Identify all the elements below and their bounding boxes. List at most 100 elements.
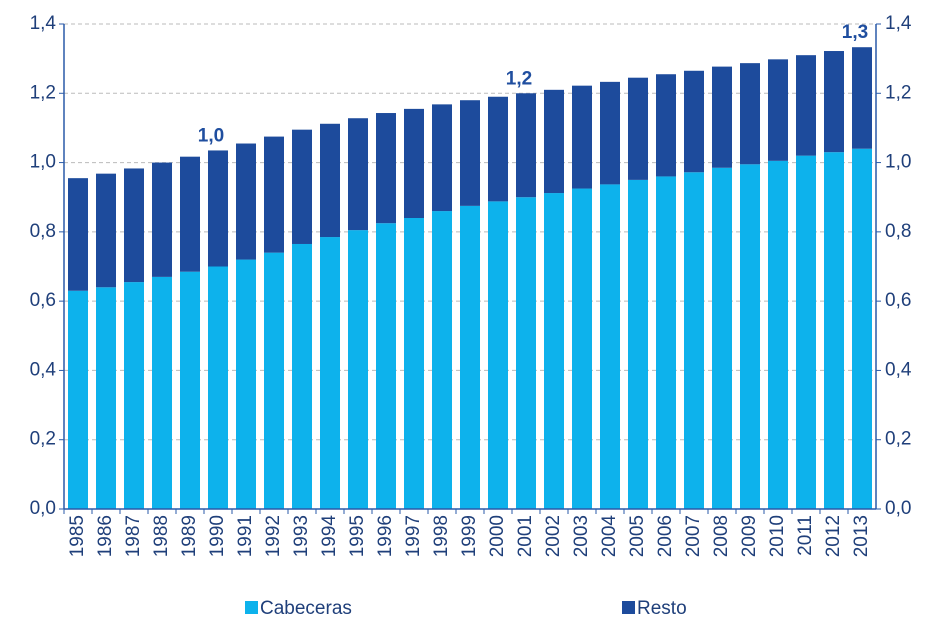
bar [628, 179, 648, 509]
y-tick-label: 0,6 [30, 290, 56, 311]
bar [292, 129, 312, 244]
x-tick-label: 1998 [431, 515, 452, 557]
x-tick-label: 2006 [655, 515, 676, 557]
bar [264, 136, 284, 253]
bar [824, 51, 844, 153]
bar [404, 108, 424, 218]
bar [572, 188, 592, 509]
bar [320, 123, 340, 238]
bar [376, 223, 396, 510]
x-tick-label: 1986 [95, 515, 116, 557]
bar [96, 287, 116, 509]
bar [684, 70, 704, 173]
annotation: 1,2 [506, 68, 532, 89]
x-tick-label: 2010 [767, 515, 788, 557]
x-tick-label: 2004 [599, 515, 620, 558]
x-tick-label: 2007 [683, 515, 704, 557]
x-tick-label: 1999 [459, 515, 480, 557]
y2-tick-label: 0,6 [885, 290, 911, 311]
x-tick-label: 2000 [487, 515, 508, 557]
legend-swatch [622, 601, 635, 614]
bar [348, 118, 368, 231]
y-tick-label: 0,8 [30, 221, 56, 242]
bar [152, 276, 172, 509]
x-tick-label: 2009 [739, 515, 760, 557]
y2-tick-label: 0,0 [885, 498, 911, 519]
bar [68, 290, 88, 509]
x-tick-label: 2008 [711, 515, 732, 557]
legend-swatch [245, 601, 258, 614]
bar [460, 205, 480, 509]
bar [124, 282, 144, 509]
bar [180, 271, 200, 509]
bar [712, 167, 732, 509]
bar [796, 55, 816, 156]
bar [768, 160, 788, 509]
bar [852, 47, 872, 149]
bar [684, 172, 704, 509]
bar [180, 156, 200, 272]
x-tick-label: 1989 [179, 515, 200, 557]
legend-label: Resto [637, 598, 687, 617]
bar [432, 104, 452, 212]
bar [852, 148, 872, 509]
bar [544, 89, 564, 194]
x-tick-label: 1997 [403, 515, 424, 557]
x-tick-label: 1996 [375, 515, 396, 557]
bar [432, 211, 452, 510]
y2-tick-label: 1,0 [885, 152, 911, 173]
y-tick-label: 1,4 [30, 13, 57, 34]
bar [740, 63, 760, 165]
bar [740, 164, 760, 509]
y-tick-label: 0,2 [30, 429, 56, 450]
bar [600, 184, 620, 509]
bar [656, 176, 676, 509]
annotation: 1,0 [198, 125, 224, 146]
x-tick-label: 1988 [151, 515, 172, 557]
bar [544, 193, 564, 510]
x-tick-label: 1994 [319, 515, 340, 558]
x-tick-label: 2013 [851, 515, 872, 557]
annotation: 1,3 [842, 22, 868, 43]
bar [712, 66, 732, 168]
bar [460, 100, 480, 206]
bar [796, 155, 816, 509]
x-tick-label: 2011 [795, 515, 816, 556]
x-tick-label: 1995 [347, 515, 368, 557]
x-tick-label: 2005 [627, 515, 648, 557]
x-tick-label: 1987 [123, 515, 144, 557]
bar [628, 77, 648, 180]
bar [600, 81, 620, 185]
bar [516, 197, 536, 509]
x-tick-label: 1985 [67, 515, 88, 557]
y-tick-label: 1,2 [30, 82, 56, 103]
x-tick-label: 2002 [543, 515, 564, 557]
bar [516, 93, 536, 198]
bar [824, 152, 844, 509]
bar [348, 230, 368, 509]
bar [768, 59, 788, 161]
x-tick-label: 2001 [515, 515, 536, 557]
y2-tick-label: 0,8 [885, 221, 911, 242]
bar [488, 201, 508, 509]
bar [208, 266, 228, 509]
bar [124, 168, 144, 283]
bar [376, 113, 396, 224]
y2-tick-label: 0,2 [885, 429, 911, 450]
y2-tick-label: 0,4 [885, 359, 912, 380]
bar [208, 150, 228, 267]
x-tick-label: 1992 [263, 515, 284, 557]
y2-tick-label: 1,4 [885, 13, 912, 34]
x-tick-label: 1993 [291, 515, 312, 557]
bar [656, 74, 676, 177]
x-tick-label: 1990 [207, 515, 228, 557]
bar [236, 259, 256, 509]
bar [264, 252, 284, 509]
bar [404, 218, 424, 509]
x-tick-label: 2003 [571, 515, 592, 557]
bar [320, 237, 340, 509]
legend-label: Cabeceras [260, 598, 352, 617]
y-tick-label: 1,0 [30, 152, 56, 173]
x-tick-label: 2012 [823, 515, 844, 557]
